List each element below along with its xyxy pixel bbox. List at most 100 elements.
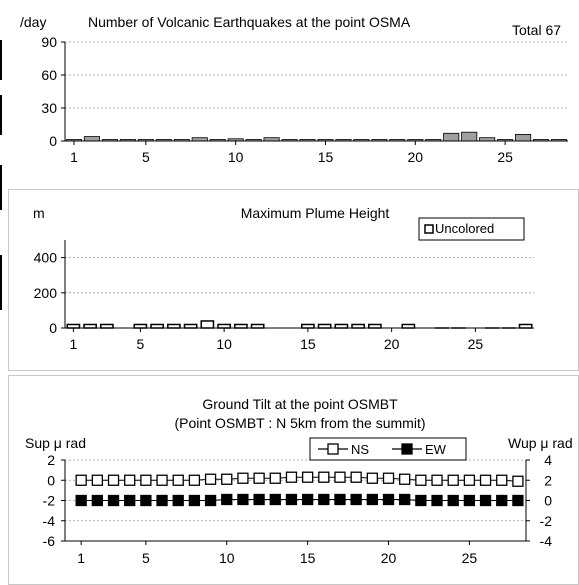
tilt-point-ew xyxy=(75,494,87,507)
plume-legend: Uncolored xyxy=(418,217,525,241)
tilt-point-ns xyxy=(318,471,330,483)
earthquake-x-tick-label: 25 xyxy=(497,149,513,165)
earthquake-bar xyxy=(461,131,478,142)
plume-bar xyxy=(401,323,416,329)
earthquake-title: Number of Volcanic Earthquakes at the po… xyxy=(88,14,411,30)
earthquake-bar xyxy=(443,132,460,142)
tilt-y-tick-label-right: 4 xyxy=(544,452,552,468)
tilt-point-ns xyxy=(399,473,411,485)
tilt-point-ew xyxy=(512,494,524,507)
tilt-chart: Ground Tilt at the point OSMBT (Point OS… xyxy=(25,396,573,566)
tilt-legend-ns-label: NS xyxy=(351,442,369,457)
tilt-series-line-ew xyxy=(81,498,518,501)
tilt-point-ns xyxy=(140,474,152,486)
earthquake-chart: /day Number of Volcanic Earthquakes at t… xyxy=(20,14,568,165)
tilt-point-ns xyxy=(512,475,524,487)
plume-bar xyxy=(250,323,265,329)
tilt-point-ns xyxy=(124,474,136,486)
tilt-point-ew xyxy=(350,493,362,506)
plume-y-tick-label: 0 xyxy=(49,320,57,336)
tilt-subtitle: (Point OSMBT : N 5km from the summit) xyxy=(174,415,425,431)
tilt-point-ew xyxy=(269,493,281,506)
plume-bar xyxy=(167,323,181,329)
tilt-point-ns xyxy=(334,471,346,483)
tilt-legend-ns-marker xyxy=(327,443,339,455)
tilt-y-tick-label-left: -6 xyxy=(43,533,56,549)
earthquake-bar xyxy=(83,136,100,142)
earthquake-x-tick-label: 10 xyxy=(228,149,244,165)
tilt-point-ew xyxy=(124,494,136,507)
plume-bar xyxy=(150,323,164,329)
plume-x-tick-label: 20 xyxy=(384,336,400,352)
tilt-point-ns xyxy=(285,471,298,483)
tilt-y-tick-label-right: 2 xyxy=(544,472,552,488)
edge-mark xyxy=(0,95,2,135)
tilt-point-ns xyxy=(188,474,201,486)
tilt-point-ew xyxy=(188,494,201,507)
tilt-point-ew xyxy=(334,493,346,506)
tilt-x-tick-label: 15 xyxy=(300,550,316,566)
tilt-point-ew xyxy=(496,494,508,507)
tilt-ylabel-right: Wup μ rad xyxy=(508,435,573,451)
tilt-y-tick-label-left: -4 xyxy=(43,513,56,529)
tilt-point-ns xyxy=(269,472,281,484)
tilt-point-ns xyxy=(253,472,265,484)
tilt-point-ew xyxy=(285,493,298,506)
plume-x-tick-label: 25 xyxy=(468,336,484,352)
tilt-point-ew xyxy=(140,494,152,507)
plume-x-tick-label: 1 xyxy=(69,336,77,352)
tilt-point-ns xyxy=(75,474,87,486)
tilt-point-ew xyxy=(301,493,314,506)
tilt-point-ns xyxy=(91,474,104,486)
tilt-point-ew xyxy=(415,494,427,507)
plume-y-tick-label: 200 xyxy=(34,285,58,301)
tilt-y-tick-label-right: -4 xyxy=(540,533,553,549)
tilt-legend: NS EW xyxy=(309,437,467,461)
tilt-point-ew xyxy=(253,493,265,506)
tilt-point-ew xyxy=(431,494,443,507)
tilt-ylabel-left: Sup μ rad xyxy=(25,435,86,451)
edge-mark xyxy=(0,165,2,210)
tilt-y-tick-label-left: 2 xyxy=(47,452,55,468)
edge-mark xyxy=(0,255,2,310)
tilt-point-ns xyxy=(204,473,217,485)
tilt-point-ns xyxy=(366,472,378,484)
tilt-point-ew xyxy=(237,493,249,506)
tilt-point-ew xyxy=(318,493,330,506)
tilt-title: Ground Tilt at the point OSMBT xyxy=(202,396,398,412)
tilt-point-ew xyxy=(172,494,184,507)
tilt-point-ns xyxy=(431,474,443,486)
tilt-point-ns xyxy=(221,473,233,485)
tilt-point-ew xyxy=(156,494,168,507)
tilt-y-tick-label-right: -2 xyxy=(540,513,553,529)
tilt-y-tick-label-right: 0 xyxy=(544,493,552,509)
tilt-point-ns xyxy=(237,472,249,484)
tilt-point-ns xyxy=(496,474,508,486)
plume-x-tick-label: 5 xyxy=(136,336,144,352)
earthquake-x-tick-label: 15 xyxy=(318,149,334,165)
tilt-x-tick-label: 20 xyxy=(381,550,397,566)
tilt-point-ew xyxy=(221,493,233,506)
tilt-x-tick-label: 1 xyxy=(77,550,85,566)
earthquake-x-tick-label: 1 xyxy=(70,149,78,165)
plume-bar xyxy=(368,323,382,329)
tilt-point-ns xyxy=(382,472,395,484)
plume-bar xyxy=(200,320,215,329)
tilt-point-ew xyxy=(399,493,411,506)
tilt-legend-ew-label: EW xyxy=(425,442,447,457)
tilt-point-ns xyxy=(350,471,362,483)
tilt-x-tick-label: 10 xyxy=(219,550,235,566)
earthquake-y-tick-label: 0 xyxy=(49,133,57,149)
plume-bar xyxy=(183,323,198,329)
earthquake-x-tick-label: 5 xyxy=(142,149,150,165)
plume-bar xyxy=(301,323,315,329)
plume-bar xyxy=(66,323,81,329)
tilt-point-ew xyxy=(366,493,378,506)
plume-bar xyxy=(100,323,114,329)
plume-bar xyxy=(83,323,97,329)
plume-bar xyxy=(317,323,332,329)
tilt-y-tick-label-left: 0 xyxy=(47,472,55,488)
tilt-point-ns xyxy=(107,474,120,486)
tilt-point-ew xyxy=(463,494,476,507)
